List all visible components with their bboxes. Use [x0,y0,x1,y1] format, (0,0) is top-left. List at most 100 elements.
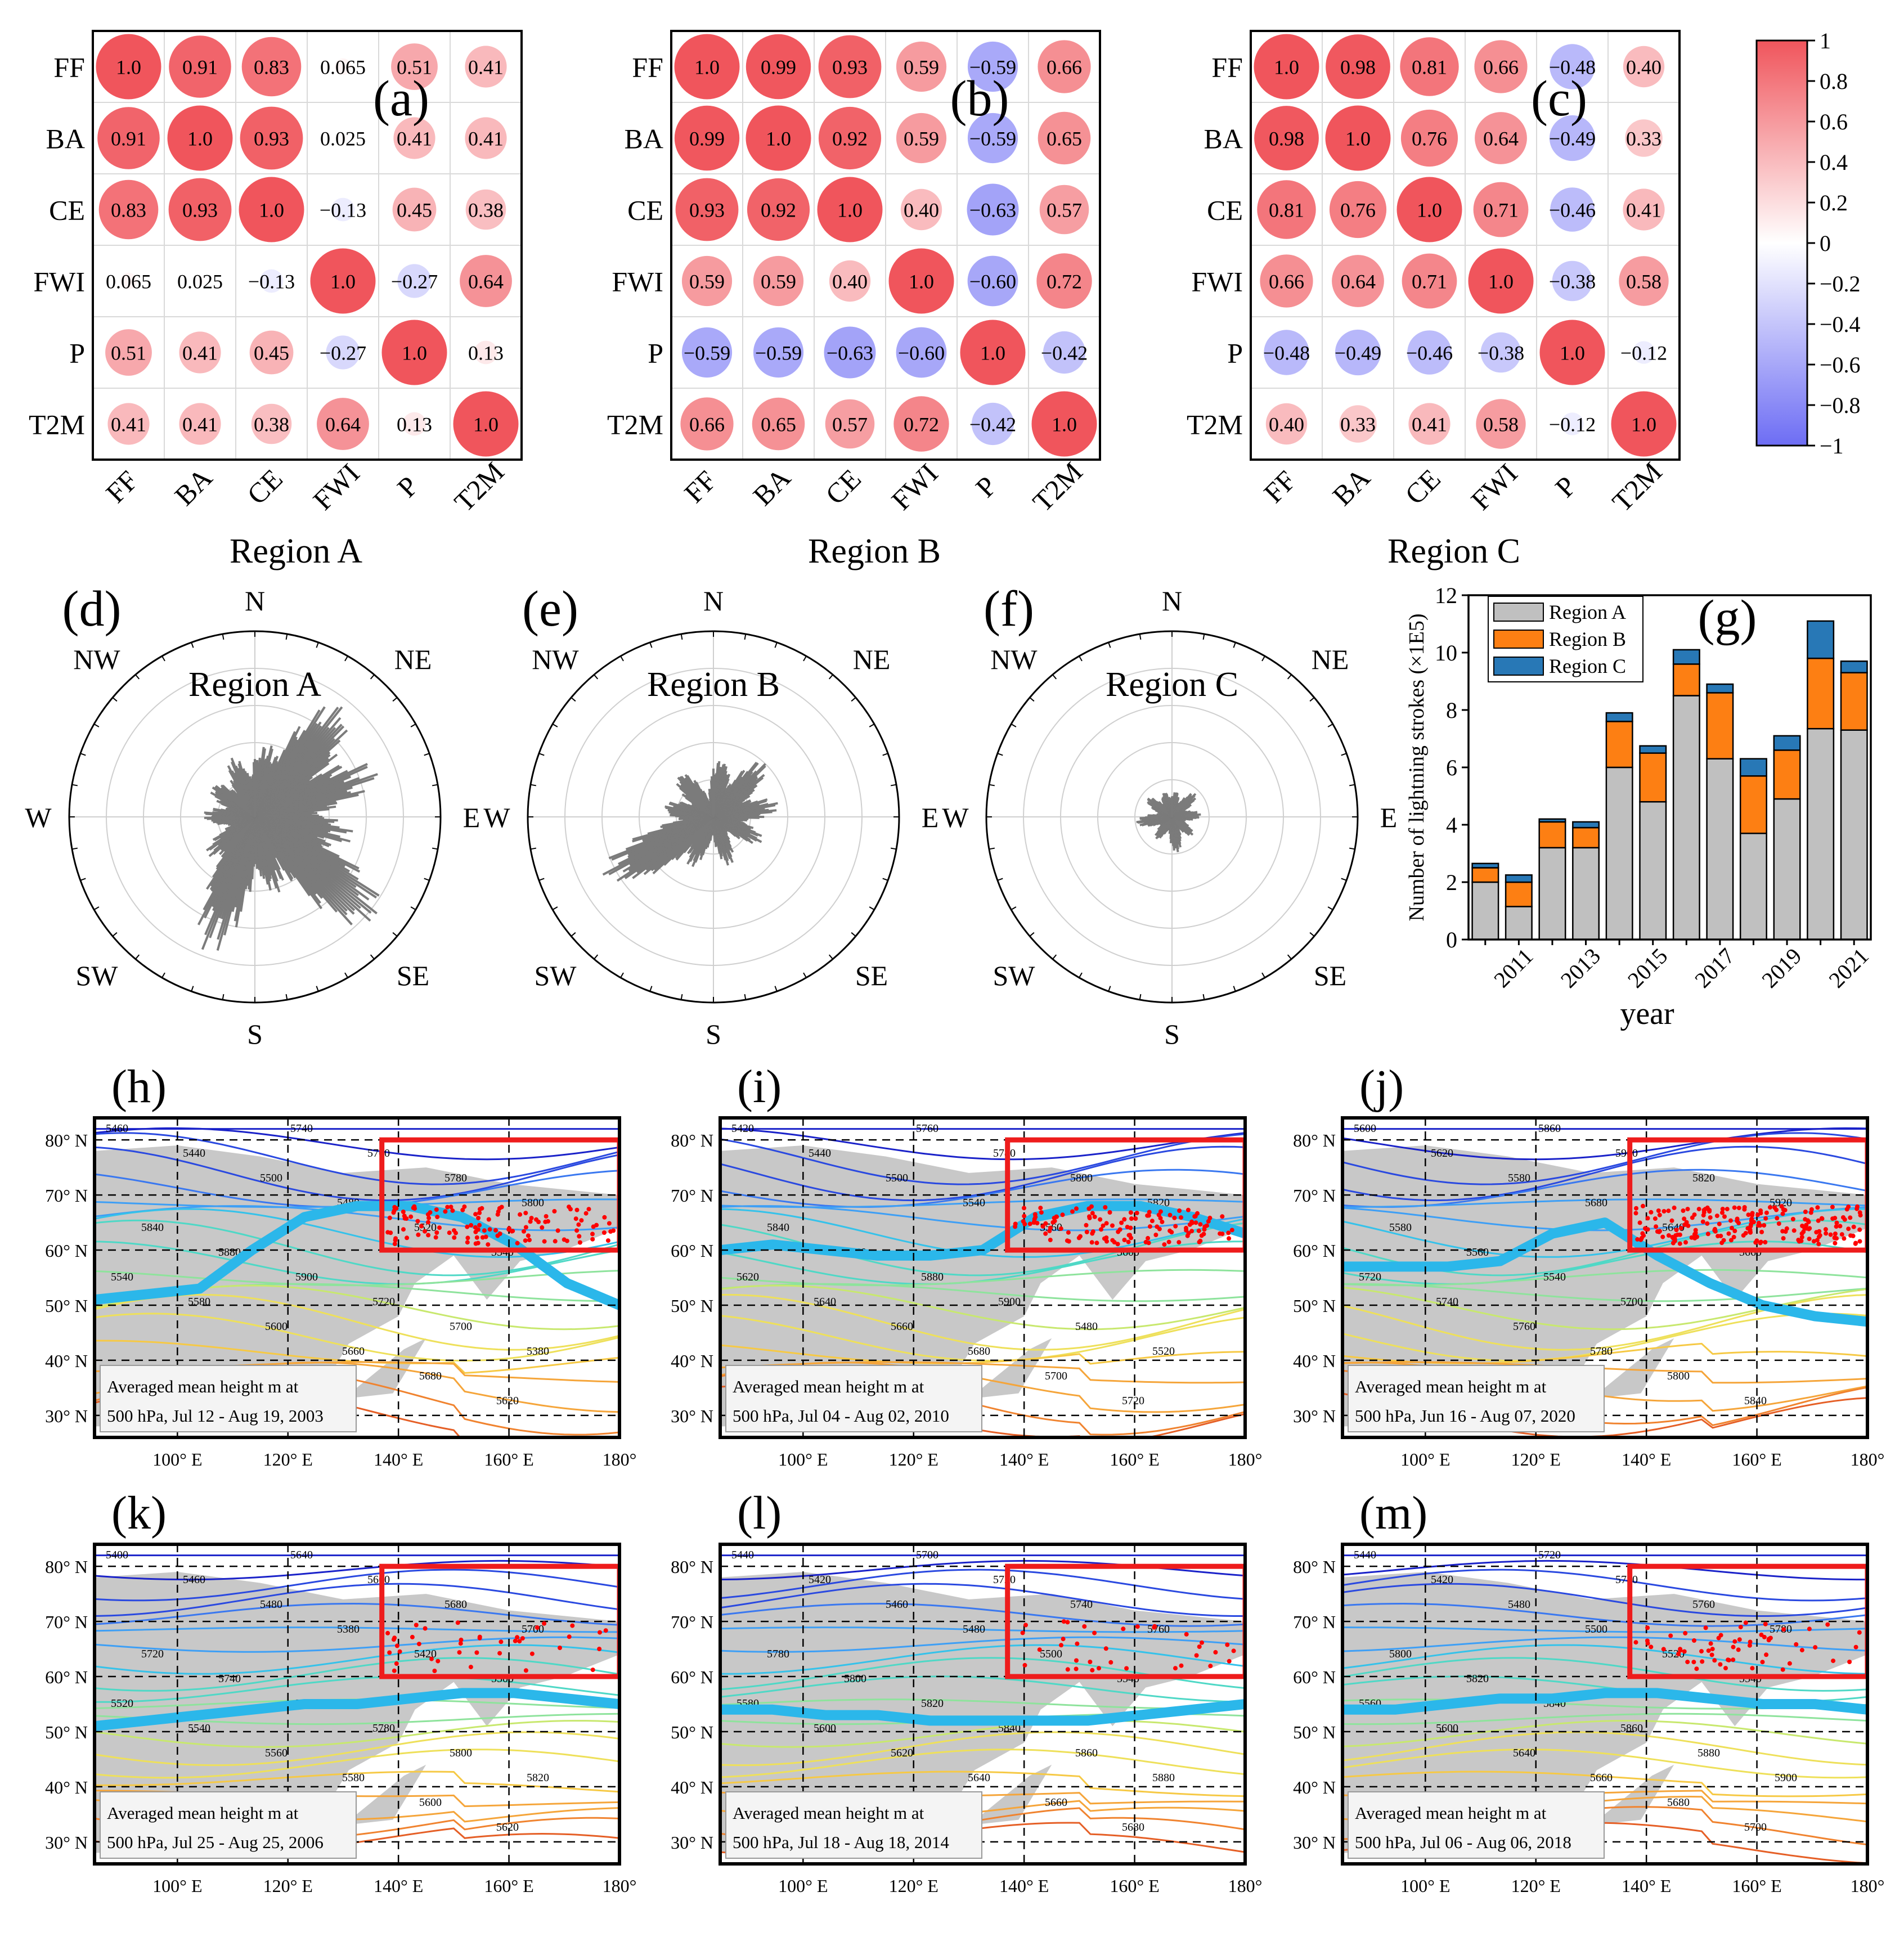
lightning-strike [1749,1216,1754,1221]
lightning-strike [1162,1242,1167,1247]
lat-tick-label: 40° N [45,1351,88,1371]
lightning-strike [567,1205,572,1210]
lat-tick-label: 70° N [671,1612,713,1632]
corr-value: 0.13 [397,414,432,436]
x-tick-label: 2021 [1824,943,1873,992]
lightning-strike [474,1235,479,1240]
contour-label: 5620 [496,1395,519,1407]
rose-tick [649,986,653,992]
lightning-strike [1146,1235,1151,1241]
corr-circle [753,255,804,307]
lightning-strike [434,1230,439,1235]
lightning-strike [487,1227,492,1232]
lightning-strike [1816,1242,1821,1247]
rose-tick [424,878,430,881]
contour-label: 5740 [1615,1574,1638,1586]
lightning-strike [1799,1238,1804,1243]
jet-front-line [95,1201,619,1310]
lightning-strike [1065,1667,1070,1672]
lightning-strike [1748,1229,1753,1234]
lat-tick-label: 30° N [671,1406,713,1426]
height-contour [95,1720,619,1748]
contour-label: 5800 [1070,1172,1093,1184]
wind-rose-d: N NE E SE S SW W NW Region A (d) [25,581,480,1050]
lightning-strike [1848,1233,1853,1238]
lightning-strike [1815,1205,1820,1210]
lightning-strike [1187,1222,1192,1227]
rose-tick [680,994,683,1000]
corr-circle [753,327,804,378]
lightning-strike [419,1224,424,1229]
contour-label: 5440 [809,1147,831,1159]
lightning-strike [1097,1666,1101,1671]
map-i: 5420544055005540556056005620564056605680… [671,1060,1262,1469]
lightning-strike [1643,1226,1647,1231]
corr-circle [1038,111,1091,165]
rose-direction-label: NW [532,644,579,675]
japan-land [343,1338,426,1399]
lightning-strike [1703,1207,1708,1212]
lightning-strike [1022,1206,1026,1211]
lightning-strike [1842,1217,1847,1222]
lightning-strike [1122,1217,1127,1222]
contour-label: 5640 [968,1772,990,1784]
corr-value: 1.0 [1274,56,1299,79]
lightning-strike [426,1233,431,1238]
contour-label: 5540 [111,1271,133,1283]
lightning-strike [1645,1638,1650,1643]
rose-tick [1261,972,1265,978]
lightning-strike [423,1626,428,1631]
lon-tick-label: 120° E [1511,1876,1561,1896]
lightning-strike [1857,1227,1862,1232]
rose-tick [344,972,348,978]
lightning-strike [1730,1225,1734,1230]
contour-label: 5620 [891,1747,913,1759]
bar-segment [1605,712,1633,722]
contour-label: 5760 [1147,1623,1170,1635]
corr-circle [391,43,438,90]
corr-col-label: T2M [1606,456,1668,518]
lightning-strike [1832,1235,1837,1241]
contour-label: 5460 [886,1598,908,1611]
corr-value: 0.83 [254,56,289,79]
rose-direction-label: S [1164,1018,1180,1050]
height-contour [1342,1731,1867,1766]
lightning-strike [1160,1219,1165,1224]
lightning-strike [1645,1216,1650,1221]
corr-row-label: FWI [612,266,663,298]
lightning-strike [1065,1620,1070,1625]
lightning-strike [598,1630,602,1635]
lightning-strike [1853,1644,1858,1650]
lightning-strike [411,1206,416,1211]
lightning-strike [1061,1619,1066,1624]
lightning-strike [1799,1235,1804,1240]
rose-tick [135,674,140,680]
lightning-strike [1716,1635,1721,1641]
contour-label: 5500 [1040,1648,1062,1660]
rose-tick [1079,972,1083,978]
corr-value: 0.66 [1483,56,1519,79]
corr-col-label: FF [100,465,144,509]
corr-circle [1476,399,1526,449]
corr-circle [98,179,159,240]
lightning-strike [1189,1229,1195,1234]
lightning-strike [1705,1221,1710,1226]
bar-segment [1538,821,1566,849]
lightning-strike [1780,1211,1785,1216]
corr-value: 0.025 [177,271,223,293]
lightning-strike [477,1634,482,1639]
height-contour [720,1222,1245,1277]
lightning-strike [1824,1231,1829,1236]
height-contour [95,1583,619,1617]
rose-tick [1327,723,1333,727]
rose-tick [370,674,375,680]
lightning-strike [1084,1223,1089,1228]
lightning-strike [387,1650,392,1655]
corr-circle [474,340,498,365]
lightning-strike [576,1222,581,1227]
lightning-strike [1857,1239,1862,1244]
map-k: 5400546054805380542055005520554055605580… [45,1487,636,1896]
corr-value: 1.0 [1560,342,1585,365]
lightning-strike [1194,1653,1199,1658]
corr-value: −0.48 [1263,342,1310,365]
